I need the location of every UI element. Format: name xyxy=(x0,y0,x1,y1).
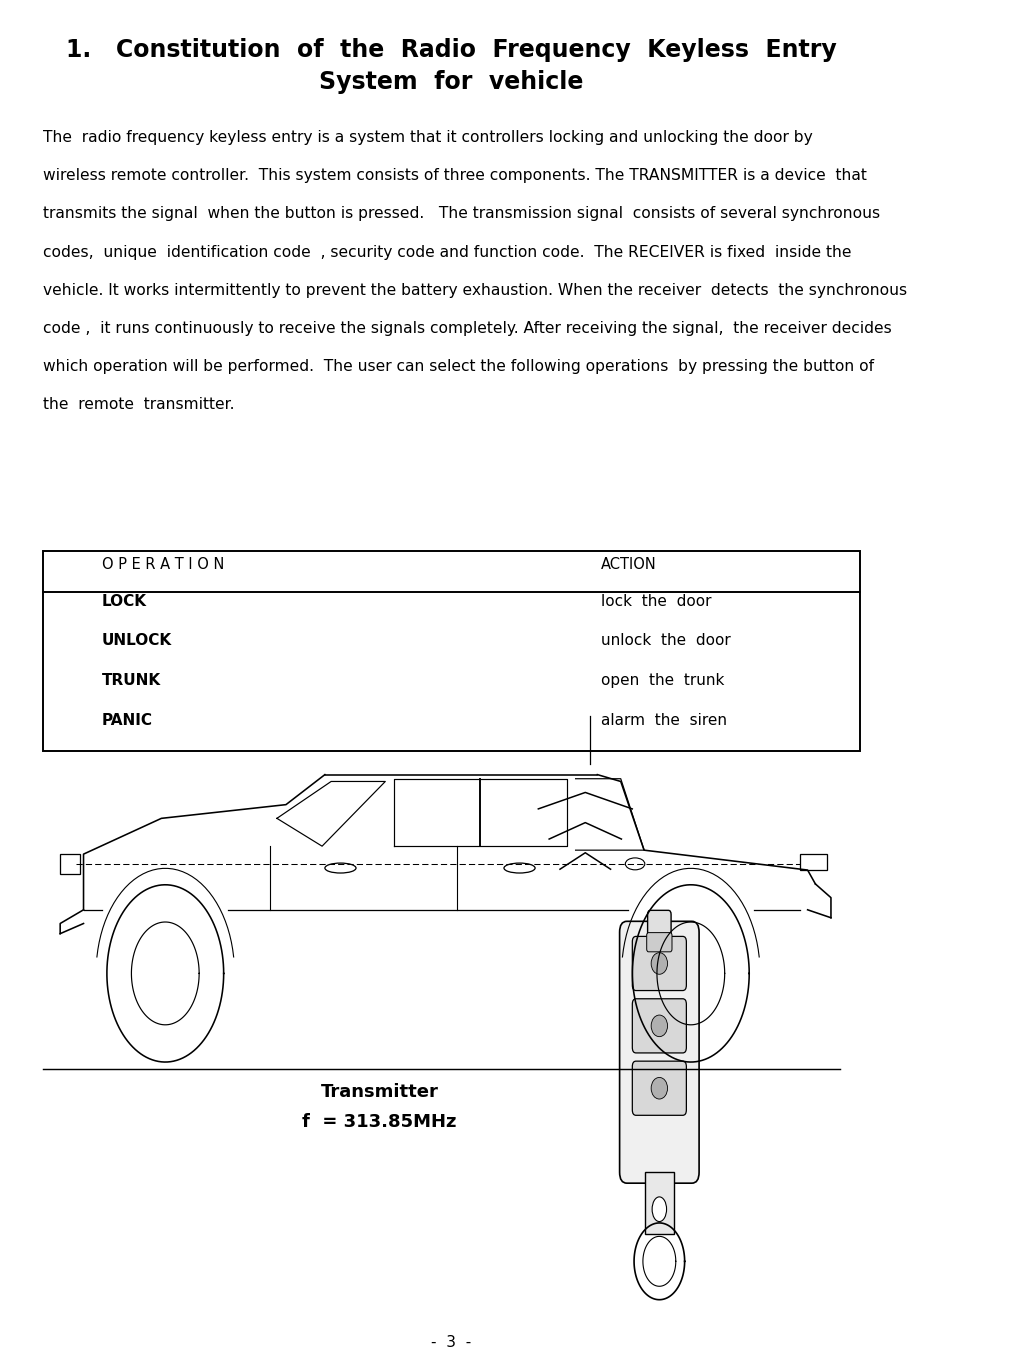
Text: lock  the  door: lock the door xyxy=(601,594,711,609)
Text: -  3  -: - 3 - xyxy=(431,1335,472,1350)
FancyBboxPatch shape xyxy=(633,936,686,990)
Text: UNLOCK: UNLOCK xyxy=(102,633,172,648)
Text: Transmitter: Transmitter xyxy=(320,1083,438,1101)
Bar xyxy=(60,854,79,875)
Text: LOCK: LOCK xyxy=(102,594,147,609)
Text: The  radio frequency keyless entry is a system that it controllers locking and u: The radio frequency keyless entry is a s… xyxy=(44,130,814,145)
FancyBboxPatch shape xyxy=(648,910,671,943)
Text: open  the  trunk: open the trunk xyxy=(601,673,724,688)
Ellipse shape xyxy=(625,858,645,869)
Text: O P E R A T I O N: O P E R A T I O N xyxy=(102,558,225,572)
Ellipse shape xyxy=(324,864,356,873)
Text: 1.   Constitution  of  the  Radio  Frequency  Keyless  Entry: 1. Constitution of the Radio Frequency K… xyxy=(66,38,837,63)
Text: transmits the signal  when the button is pressed.   The transmission signal  con: transmits the signal when the button is … xyxy=(44,207,881,222)
Text: f  = 313.85MHz: f = 313.85MHz xyxy=(302,1113,457,1131)
FancyBboxPatch shape xyxy=(647,932,672,951)
Text: code ,  it runs continuously to receive the signals completely. After receiving : code , it runs continuously to receive t… xyxy=(44,321,892,336)
Ellipse shape xyxy=(504,864,535,873)
Text: ACTION: ACTION xyxy=(601,558,656,572)
Text: codes,  unique  identification code  , security code and function code.  The REC: codes, unique identification code , secu… xyxy=(44,244,852,259)
Text: which operation will be performed.  The user can select the following operations: which operation will be performed. The u… xyxy=(44,359,875,374)
FancyBboxPatch shape xyxy=(633,1061,686,1116)
Ellipse shape xyxy=(651,1078,667,1100)
Text: wireless remote controller.  This system consists of three components. The TRANS: wireless remote controller. This system … xyxy=(44,169,868,184)
Ellipse shape xyxy=(652,1197,666,1222)
Text: alarm  the  siren: alarm the siren xyxy=(601,713,726,728)
Ellipse shape xyxy=(651,953,667,975)
FancyBboxPatch shape xyxy=(633,998,686,1053)
Bar xyxy=(44,551,859,751)
Text: TRUNK: TRUNK xyxy=(102,673,161,688)
Text: System  for  vehicle: System for vehicle xyxy=(319,70,584,95)
Bar xyxy=(645,1172,674,1234)
Text: the  remote  transmitter.: the remote transmitter. xyxy=(44,398,235,413)
FancyBboxPatch shape xyxy=(619,921,699,1183)
Ellipse shape xyxy=(651,1015,667,1036)
Bar xyxy=(799,854,827,871)
Text: vehicle. It works intermittently to prevent the battery exhaustion. When the rec: vehicle. It works intermittently to prev… xyxy=(44,282,907,298)
Text: PANIC: PANIC xyxy=(102,713,154,728)
Text: unlock  the  door: unlock the door xyxy=(601,633,730,648)
